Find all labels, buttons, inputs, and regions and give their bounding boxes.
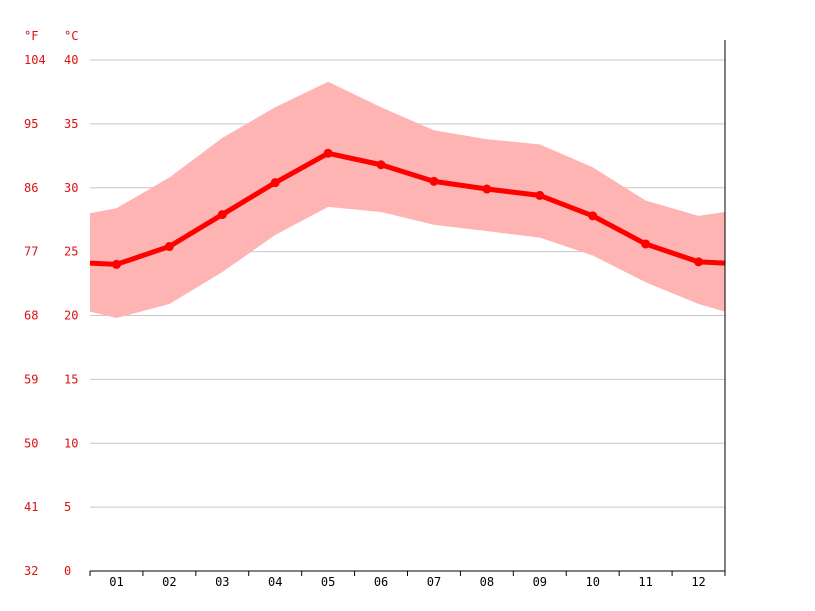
y-tick-label-celsius: 30 (64, 181, 78, 195)
x-tick-label: 07 (427, 575, 441, 589)
x-tick-label: 04 (268, 575, 282, 589)
y-tick-label-fahrenheit: 77 (24, 245, 38, 259)
celsius-unit-label: °C (64, 29, 78, 43)
y-tick-labels: 32 0 41 5 50 10 59 15 68 20 77 25 86 30 95 35 104 40 (24, 53, 78, 578)
data-point (111, 259, 121, 269)
x-tick-label: 05 (321, 575, 335, 589)
y-tick-label-celsius: 15 (64, 372, 78, 386)
y-tick-label-fahrenheit: 50 (24, 436, 38, 450)
y-tick-label-celsius: 35 (64, 117, 78, 131)
y-tick-label-celsius: 40 (64, 53, 78, 67)
data-point (164, 242, 174, 252)
data-point (588, 211, 598, 221)
x-tick-label: 06 (374, 575, 388, 589)
y-tick-label-celsius: 20 (64, 309, 78, 323)
y-tick-label-fahrenheit: 86 (24, 181, 38, 195)
x-tick-label: 09 (533, 575, 547, 589)
x-tick-label: 08 (480, 575, 494, 589)
data-point (323, 148, 333, 158)
y-tick-label-celsius: 0 (64, 564, 71, 578)
x-tick-label: 02 (162, 575, 176, 589)
data-point (535, 190, 545, 200)
y-tick-label-fahrenheit: 95 (24, 117, 38, 131)
data-point (694, 257, 704, 267)
x-tick-label: 11 (638, 575, 652, 589)
y-tick-label-celsius: 25 (64, 245, 78, 259)
y-tick-label-fahrenheit: 32 (24, 564, 38, 578)
y-tick-label-fahrenheit: 59 (24, 372, 38, 386)
data-point (270, 178, 280, 188)
data-point (641, 239, 651, 249)
y-tick-label-fahrenheit: 68 (24, 309, 38, 323)
data-point (217, 210, 227, 220)
data-point (429, 176, 439, 186)
y-tick-label-fahrenheit: 104 (24, 53, 46, 67)
average-temperature-line (89, 150, 726, 267)
y-tick-label-fahrenheit: 41 (24, 500, 38, 514)
x-tick-label: 12 (691, 575, 705, 589)
x-tick-label: 03 (215, 575, 229, 589)
y-tick-label-celsius: 5 (64, 500, 71, 514)
y-tick-label-celsius: 10 (64, 436, 78, 450)
data-point (482, 184, 492, 194)
fahrenheit-unit-label: °F (24, 29, 38, 43)
temperature-range-band (90, 81, 725, 319)
data-points (111, 148, 704, 269)
x-tick-label: 01 (109, 575, 123, 589)
data-point (376, 160, 386, 170)
x-ticks: 01 02 03 04 05 06 07 08 09 10 11 12 (89, 571, 726, 589)
x-tick-label: 10 (585, 575, 599, 589)
